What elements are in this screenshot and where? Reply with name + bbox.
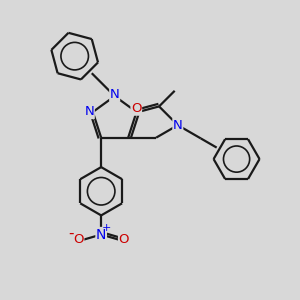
Text: O: O [131,102,142,115]
Text: +: + [102,223,111,233]
Text: O: O [118,233,129,246]
Text: O: O [73,233,84,246]
Text: N: N [96,227,106,242]
Text: N: N [110,88,119,101]
Text: N: N [173,118,183,132]
Text: N: N [84,106,94,118]
Text: -: - [68,226,73,241]
